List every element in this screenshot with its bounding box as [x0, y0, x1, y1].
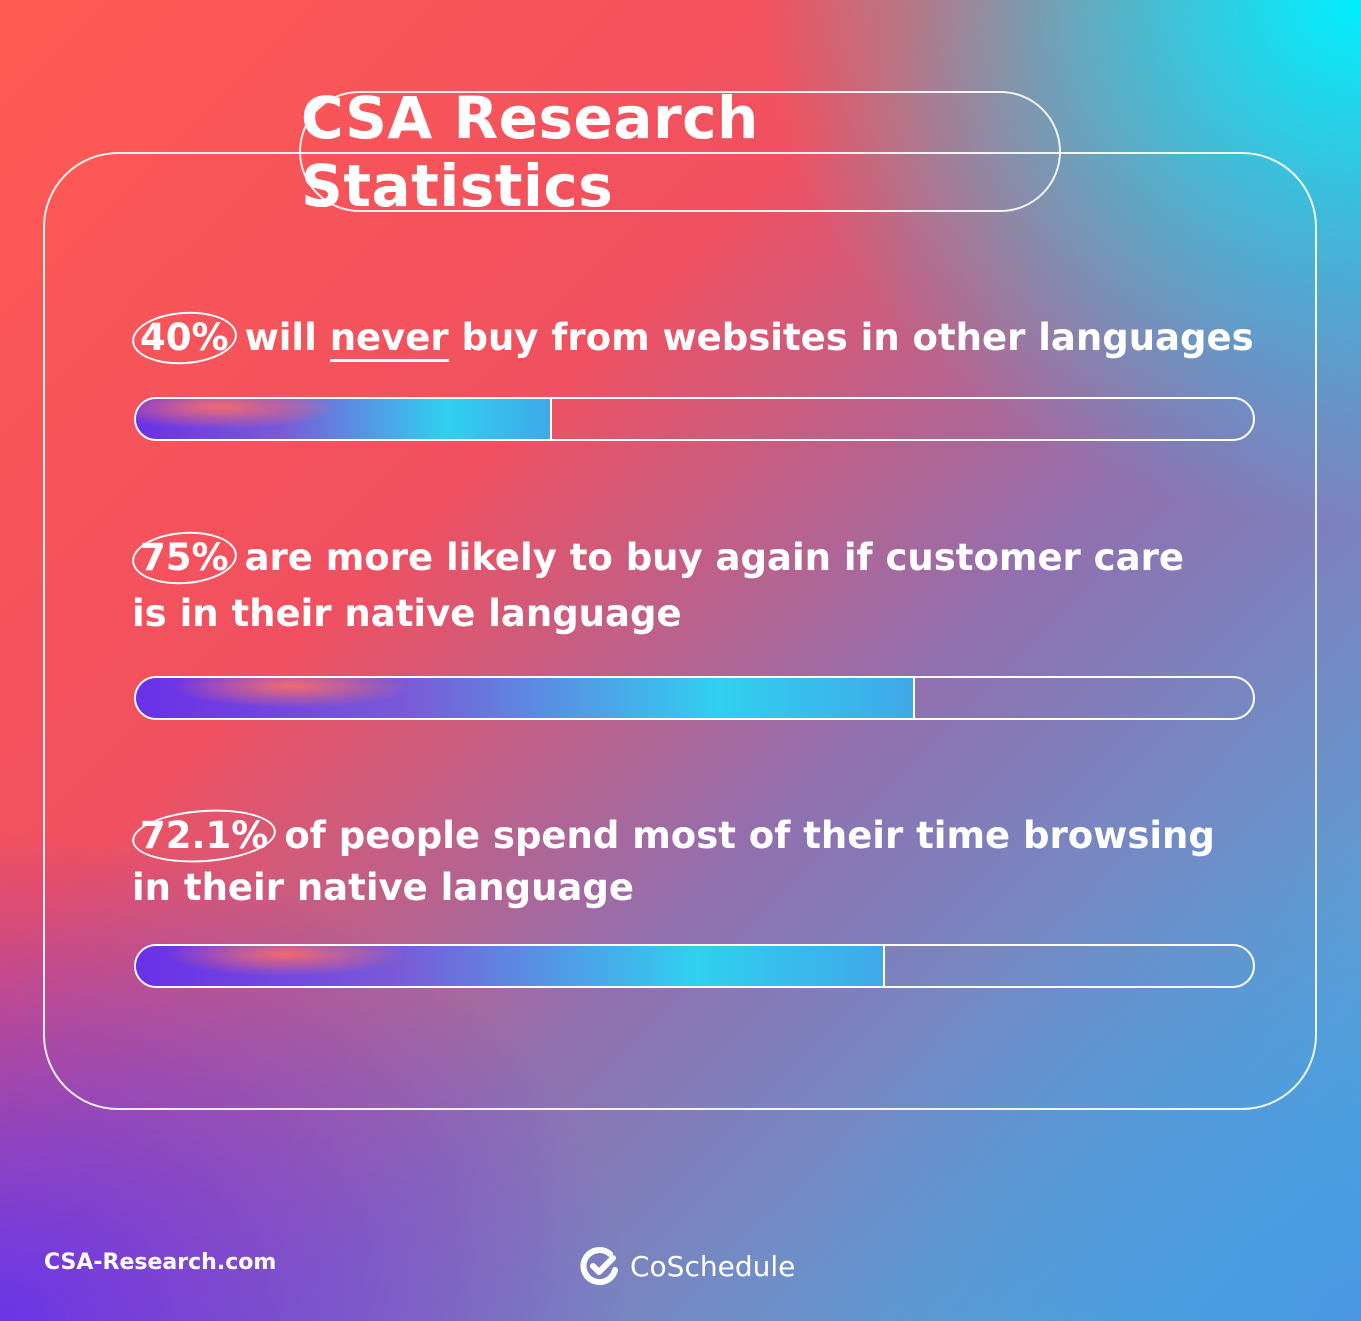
data-label: 40% — [140, 316, 229, 359]
stat-text: are more likely to buy again if customer… — [244, 536, 1184, 579]
stat-percent: 40% — [130, 308, 239, 368]
bar-fill-1 — [136, 399, 553, 439]
stat-1: 40% will never buy from websites in other… — [130, 308, 1254, 368]
title-text: CSA Research Statistics — [301, 83, 759, 220]
stat-percent: 75% — [130, 528, 239, 588]
stat-percent: 72.1% — [130, 805, 279, 867]
stat-text-line2: is in their native language — [132, 592, 682, 635]
data-label: 72.1% — [140, 814, 269, 857]
source-link[interactable]: CSA-Research.com — [44, 1250, 277, 1275]
bar-fill-2 — [136, 678, 915, 718]
stat-3: 72.1% of people spend most of their time … — [130, 805, 1215, 914]
content-frame — [43, 152, 1317, 1110]
bar-fill-3 — [136, 946, 885, 986]
stat-text-line2: in their native language — [132, 866, 634, 909]
stat-text: of people spend most of their time brows… — [284, 814, 1215, 857]
stat-text: will — [244, 316, 330, 359]
coschedule-logo: CoSchedule — [580, 1246, 795, 1286]
check-logo-icon — [580, 1247, 618, 1286]
brand-name: CoSchedule — [630, 1249, 796, 1283]
stat-text: buy from websites in other languages — [448, 316, 1254, 359]
chart-title: CSA Research Statistics — [299, 84, 1061, 220]
stat-2: 75% are more likely to buy again if custo… — [130, 528, 1184, 642]
bar-track-2 — [134, 676, 1255, 720]
data-label: 75% — [140, 536, 229, 579]
bar-track-3 — [134, 944, 1255, 988]
stat-emphasis: never — [329, 316, 449, 362]
bar-track-1 — [134, 397, 1255, 441]
